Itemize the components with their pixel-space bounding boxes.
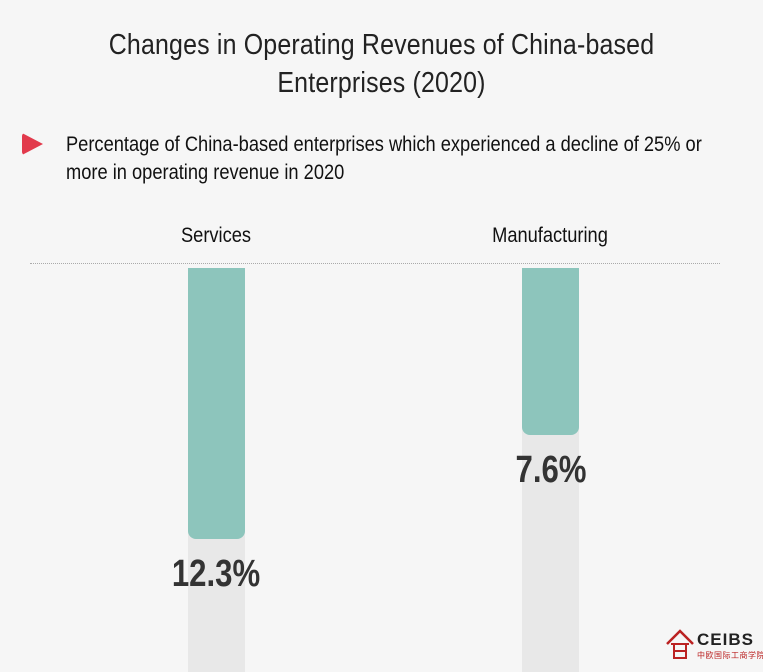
play-triangle-icon (22, 133, 43, 155)
ceibs-house-icon (666, 629, 694, 659)
bar-services (188, 268, 245, 539)
chart-title: Changes in Operating Revenues of China-b… (108, 29, 655, 99)
value-label-services: 12.3% (171, 552, 261, 595)
bar-manufacturing (522, 268, 579, 436)
category-label-manufacturing: Manufacturing (492, 224, 608, 247)
logo-text: CEIBS (697, 630, 754, 649)
ceibs-logo: CEIBS 中欧国际工商学院 (665, 628, 763, 668)
value-label-manufacturing: 7.6% (515, 449, 587, 492)
bar-track-manufacturing (522, 268, 579, 672)
bar-track-services (188, 268, 245, 672)
category-label-services: Services (180, 224, 252, 247)
chart-subtitle: Percentage of China-based enterprises wh… (66, 133, 702, 184)
logo-chinese-text: 中欧国际工商学院 (697, 651, 763, 660)
baseline-divider (30, 263, 720, 264)
